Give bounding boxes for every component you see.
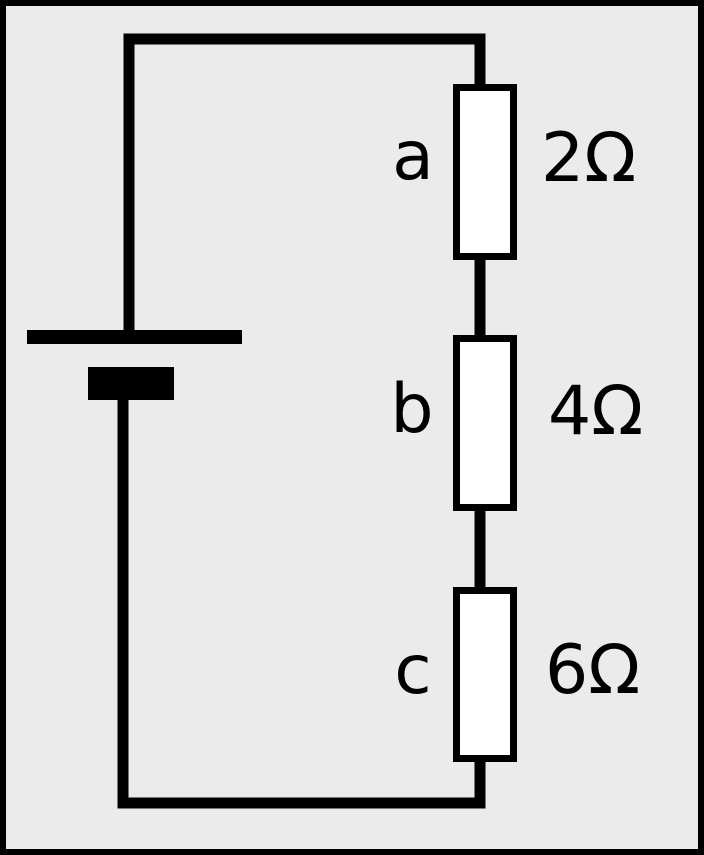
resistor-b: b 4Ω [390, 335, 643, 511]
top-wire [123, 33, 486, 331]
battery-negative-plate [88, 367, 174, 400]
battery-cell-icon [27, 330, 242, 400]
circuit-wires [117, 33, 486, 809]
resistor-letter: c [394, 631, 431, 710]
battery-positive-plate [27, 330, 242, 344]
resistor-c: c 6Ω [394, 587, 640, 762]
resistor-body [453, 587, 517, 762]
resistor-letter: a [392, 117, 434, 196]
resistor-a: a 2Ω [392, 84, 636, 260]
resistor-value: 4Ω [548, 372, 643, 451]
resistor-value: 6Ω [545, 631, 640, 710]
resistor-body [453, 84, 517, 260]
bottom-wire [117, 398, 486, 809]
resistor-letter: b [390, 370, 433, 449]
resistor-value: 2Ω [541, 119, 636, 198]
resistor-body [453, 335, 517, 511]
